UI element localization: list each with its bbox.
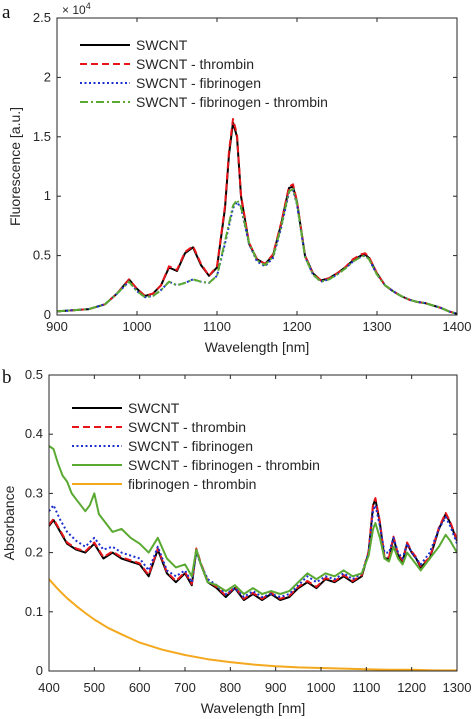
x-tick-label: 500 bbox=[83, 680, 105, 695]
y-tick-label: 0.2 bbox=[25, 545, 43, 560]
series-line-b-3 bbox=[49, 445, 457, 595]
axes-box bbox=[56, 17, 458, 316]
x-tick-label: 1000 bbox=[123, 319, 152, 334]
y-tick-label: 0.5 bbox=[25, 367, 43, 382]
x-tick-label: 1000 bbox=[307, 680, 336, 695]
x-tick-label: 1200 bbox=[397, 680, 426, 695]
absorbance-chart: b 400 500 600 700 800 900 1000 1100 1200 1300 0 0.1… bbox=[1, 367, 471, 716]
y-tick-label: 0 bbox=[44, 307, 51, 322]
x-tick-label: 600 bbox=[129, 680, 151, 695]
legend-entry-label: fibrinogen - thrombin bbox=[128, 476, 256, 492]
series-line-a-2 bbox=[57, 189, 457, 315]
legend-entry-label: SWCNT - fibrinogen - thrombin bbox=[128, 457, 320, 473]
y-tick-label: 0.5 bbox=[33, 248, 51, 263]
legend-entry-label: SWCNT bbox=[136, 37, 188, 53]
y-multiplier-label: × 104 bbox=[62, 1, 91, 17]
series-line-b-4 bbox=[49, 578, 457, 671]
series-line-a-0 bbox=[57, 121, 457, 315]
fluorescence-chart: a × 104 900 1000 1100 1200 1300 1400 0 0.5 1 1.5 2… bbox=[2, 1, 471, 355]
y-tick-label: 2 bbox=[44, 69, 51, 84]
series-line-a-1 bbox=[57, 118, 457, 315]
series-line-a-3 bbox=[57, 188, 457, 315]
y-tick-label: 1.5 bbox=[33, 129, 51, 144]
x-tick-label: 1200 bbox=[283, 319, 312, 334]
y-axis-label: Absorbance bbox=[1, 485, 17, 560]
panel-letter-a: a bbox=[2, 2, 11, 23]
y-tick-label: 0.4 bbox=[25, 426, 43, 441]
legend-entry-label: SWCNT - thrombin bbox=[128, 419, 246, 435]
legend-entry-label: SWCNT - fibrinogen bbox=[128, 438, 253, 454]
x-tick-label: 1100 bbox=[203, 319, 231, 334]
x-axis-label: Wavelength [nm] bbox=[201, 700, 306, 716]
axes-box bbox=[48, 374, 458, 672]
x-tick-label: 1300 bbox=[363, 319, 392, 334]
y-tick-label: 0 bbox=[36, 663, 43, 678]
y-tick-label: 0.3 bbox=[25, 485, 43, 500]
y-tick-label: 2.5 bbox=[33, 10, 51, 25]
legend: SWCNT SWCNT - thrombin SWCNT - fibrinogen S… bbox=[80, 37, 328, 110]
legend-entry-label: SWCNT - thrombin bbox=[136, 56, 254, 72]
x-tick-label: 700 bbox=[174, 680, 196, 695]
y-tick-label: 0.1 bbox=[25, 604, 43, 619]
legend-entry-label: SWCNT - fibrinogen - thrombin bbox=[136, 94, 328, 110]
y-axis-label: Fluorescence [a.u.] bbox=[7, 107, 23, 226]
legend: SWCNT SWCNT - thrombin SWCNT - fibrinogen S… bbox=[72, 400, 320, 492]
x-tick-label: 900 bbox=[46, 319, 68, 334]
legend-entry-label: SWCNT - fibrinogen bbox=[136, 75, 261, 91]
x-tick-label: 1100 bbox=[352, 680, 380, 695]
x-tick-label: 900 bbox=[265, 680, 287, 695]
series-line-b-2 bbox=[49, 504, 457, 598]
series-line-b-1 bbox=[49, 497, 457, 600]
x-tick-label: 1400 bbox=[443, 319, 472, 334]
series-line-b-0 bbox=[49, 498, 457, 601]
x-axis-label: Wavelength [nm] bbox=[205, 339, 310, 355]
panel-letter-b: b bbox=[2, 367, 12, 388]
x-tick-label: 400 bbox=[38, 680, 60, 695]
y-tick-label: 1 bbox=[44, 188, 51, 203]
legend-entry-label: SWCNT bbox=[128, 400, 180, 416]
x-tick-label: 1300 bbox=[443, 680, 472, 695]
x-tick-label: 800 bbox=[219, 680, 241, 695]
